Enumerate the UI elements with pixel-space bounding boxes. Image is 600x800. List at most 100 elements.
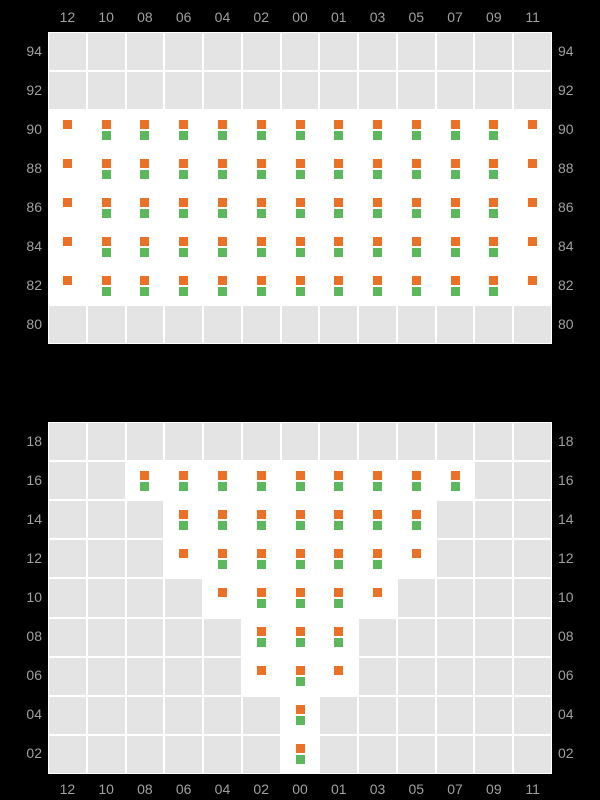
- marker-orange: [528, 159, 537, 168]
- marker-green: [334, 521, 343, 530]
- grid-cell: [126, 500, 165, 539]
- grid-cell: [87, 539, 126, 578]
- grid-cell: [436, 578, 475, 617]
- x-axis-label: 12: [52, 782, 82, 796]
- marker-orange: [489, 120, 498, 129]
- marker-green: [102, 131, 111, 140]
- x-axis-label: 10: [91, 10, 121, 24]
- grid-cell: [203, 618, 242, 657]
- x-axis-label: 00: [285, 782, 315, 796]
- y-axis-label: 18: [558, 434, 590, 448]
- marker-green: [296, 287, 305, 296]
- grid-cell-active: [242, 266, 281, 305]
- y-axis-label: 04: [558, 707, 590, 721]
- marker-orange: [257, 198, 266, 207]
- marker-green: [257, 599, 266, 608]
- grid-cell-active: [203, 461, 242, 500]
- grid-cell: [87, 71, 126, 110]
- marker-orange: [257, 120, 266, 129]
- grid-cell: [164, 71, 203, 110]
- marker-green: [451, 248, 460, 257]
- grid-cell-active: [242, 461, 281, 500]
- marker-green: [296, 638, 305, 647]
- x-axis-label: 07: [440, 782, 470, 796]
- grid-cell-active: [513, 149, 552, 188]
- marker-orange: [296, 549, 305, 558]
- y-axis-label: 10: [10, 590, 42, 604]
- marker-green: [412, 131, 421, 140]
- marker-green: [296, 599, 305, 608]
- grid-cell-active: [164, 110, 203, 149]
- x-axis-label: 11: [518, 782, 548, 796]
- marker-orange: [451, 276, 460, 285]
- marker-green: [257, 287, 266, 296]
- marker-orange: [412, 471, 421, 480]
- grid-cell: [242, 305, 281, 344]
- marker-orange: [296, 120, 305, 129]
- grid-cell: [319, 735, 358, 774]
- grid-cell-active: [281, 266, 320, 305]
- grid-cell: [436, 657, 475, 696]
- grid-cell-active: [358, 266, 397, 305]
- marker-green: [373, 560, 382, 569]
- marker-orange: [140, 198, 149, 207]
- grid-cell-active: [87, 227, 126, 266]
- y-axis-label: 90: [558, 122, 590, 136]
- y-axis-label: 16: [10, 473, 42, 487]
- grid-cell-active: [397, 461, 436, 500]
- grid-cell: [513, 657, 552, 696]
- grid-cell: [281, 32, 320, 71]
- marker-orange: [257, 549, 266, 558]
- grid-cell-active: [48, 227, 87, 266]
- grid-cell-active: [397, 149, 436, 188]
- marker-orange: [296, 198, 305, 207]
- grid-cell-active: [513, 188, 552, 227]
- grid-cell: [203, 422, 242, 461]
- panel: 1210080604020001030507091194949292909088…: [0, 0, 600, 376]
- marker-orange: [296, 159, 305, 168]
- marker-green: [334, 287, 343, 296]
- marker-orange: [257, 159, 266, 168]
- marker-green: [373, 287, 382, 296]
- marker-orange: [63, 237, 72, 246]
- grid-cell-active: [319, 266, 358, 305]
- x-axis-label: 04: [207, 782, 237, 796]
- marker-green: [451, 482, 460, 491]
- grid-cell: [48, 71, 87, 110]
- marker-green: [218, 248, 227, 257]
- grid-cell-active: [513, 227, 552, 266]
- y-axis-label: 90: [10, 122, 42, 136]
- marker-green: [334, 482, 343, 491]
- y-axis-label: 82: [558, 278, 590, 292]
- grid-cell: [48, 500, 87, 539]
- marker-green: [257, 170, 266, 179]
- grid-cell-active: [513, 266, 552, 305]
- grid-cell-active: [281, 110, 320, 149]
- grid-cell-active: [281, 657, 320, 696]
- grid-cell-active: [87, 110, 126, 149]
- grid-cell-active: [397, 110, 436, 149]
- grid-cell-active: [203, 110, 242, 149]
- grid-cell-active: [203, 578, 242, 617]
- marker-orange: [412, 159, 421, 168]
- x-axis-label: 02: [246, 782, 276, 796]
- marker-orange: [257, 237, 266, 246]
- stage: 1210080604020001030507091194949292909088…: [0, 0, 600, 800]
- grid-cell: [474, 618, 513, 657]
- marker-green: [140, 170, 149, 179]
- grid-cell: [48, 618, 87, 657]
- marker-orange: [140, 159, 149, 168]
- marker-green: [373, 482, 382, 491]
- x-axis-label: 01: [324, 10, 354, 24]
- grid-cell-active: [436, 110, 475, 149]
- grid-cell: [164, 32, 203, 71]
- grid-cell-active: [281, 696, 320, 735]
- marker-green: [257, 638, 266, 647]
- grid-cell: [87, 500, 126, 539]
- y-axis-label: 84: [10, 239, 42, 253]
- x-axis-label: 01: [324, 782, 354, 796]
- marker-green: [179, 209, 188, 218]
- marker-green: [102, 287, 111, 296]
- grid-cell-active: [319, 539, 358, 578]
- grid-cell: [513, 422, 552, 461]
